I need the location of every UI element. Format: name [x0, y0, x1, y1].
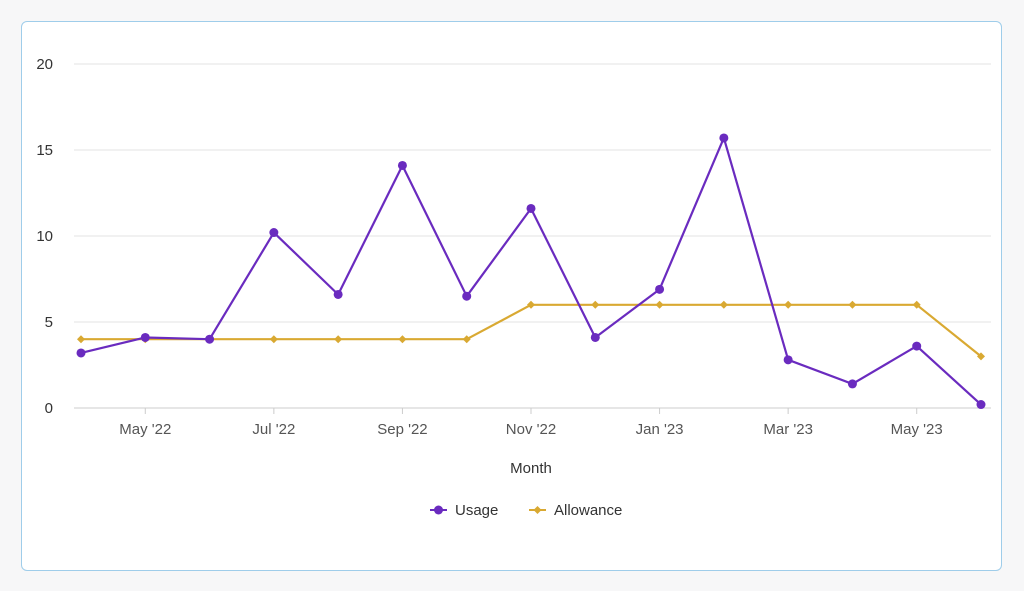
legend-item-usage[interactable]: Usage — [430, 502, 498, 519]
legend-marker — [533, 506, 542, 514]
line-chart: 0 5 10 15 20 May '22 Jul '22 Sep '22 Nov '22 Jan… — [36, 56, 991, 519]
allowance-point[interactable] — [848, 300, 857, 309]
usage-point[interactable] — [847, 379, 857, 389]
allowance-point[interactable] — [398, 335, 407, 344]
usage-point[interactable] — [912, 341, 922, 351]
x-tick-label: May '22 — [119, 421, 171, 438]
allowance-point[interactable] — [977, 352, 985, 361]
usage-point[interactable] — [269, 228, 279, 238]
x-axis: May '22 Jul '22 Sep '22 Nov '22 Jan '23 Mar '… — [119, 408, 943, 438]
legend[interactable]: Usage Allowance — [430, 502, 622, 519]
legend-item-allowance[interactable]: Allowance — [529, 502, 622, 519]
allowance-point[interactable] — [591, 300, 600, 309]
usage-point[interactable] — [655, 284, 665, 294]
x-tick-label: Jan '23 — [636, 421, 684, 438]
chart-card: 0 5 10 15 20 May '22 Jul '22 Sep '22 Nov '22 Jan… — [21, 21, 1002, 571]
allowance-point[interactable] — [334, 335, 343, 344]
legend-label: Allowance — [554, 502, 622, 519]
x-tick-label: Sep '22 — [377, 421, 427, 438]
x-tick-label: Mar '23 — [763, 421, 813, 438]
y-tick-label: 15 — [36, 142, 53, 159]
usage-point[interactable] — [462, 291, 472, 301]
grid-lines — [74, 63, 991, 409]
allowance-point[interactable] — [269, 335, 278, 344]
allowance-point[interactable] — [527, 300, 535, 309]
usage-point[interactable] — [783, 355, 793, 365]
legend-label: Usage — [455, 502, 498, 519]
usage-point[interactable] — [719, 133, 729, 143]
y-tick-label: 5 — [45, 314, 53, 331]
usage-point[interactable] — [205, 334, 215, 344]
allowance-point[interactable] — [462, 335, 471, 344]
x-tick-label: Jul '22 — [252, 421, 295, 438]
allowance-point[interactable] — [77, 335, 85, 344]
allowance-point[interactable] — [784, 300, 793, 309]
x-axis-title: Month — [510, 460, 552, 477]
y-tick-label: 10 — [36, 228, 53, 245]
usage-point[interactable] — [333, 289, 343, 299]
legend-marker — [434, 505, 443, 515]
usage-point[interactable] — [140, 332, 150, 342]
usage-point[interactable] — [976, 400, 986, 410]
usage-point[interactable] — [397, 160, 407, 170]
series-usage — [76, 133, 986, 410]
allowance-point[interactable] — [912, 300, 921, 309]
allowance-point[interactable] — [655, 300, 664, 309]
usage-point[interactable] — [76, 348, 86, 358]
x-tick-label: Nov '22 — [506, 421, 556, 438]
y-tick-label: 20 — [36, 56, 53, 73]
series-layer — [76, 133, 986, 410]
usage-line — [80, 136, 982, 406]
y-tick-label: 0 — [45, 400, 53, 417]
x-tick-label: May '23 — [891, 421, 943, 438]
y-axis-ticks: 0 5 10 15 20 — [36, 56, 53, 417]
usage-point[interactable] — [590, 332, 600, 342]
usage-point[interactable] — [526, 203, 536, 213]
series-allowance — [77, 300, 985, 361]
allowance-point[interactable] — [719, 300, 728, 309]
